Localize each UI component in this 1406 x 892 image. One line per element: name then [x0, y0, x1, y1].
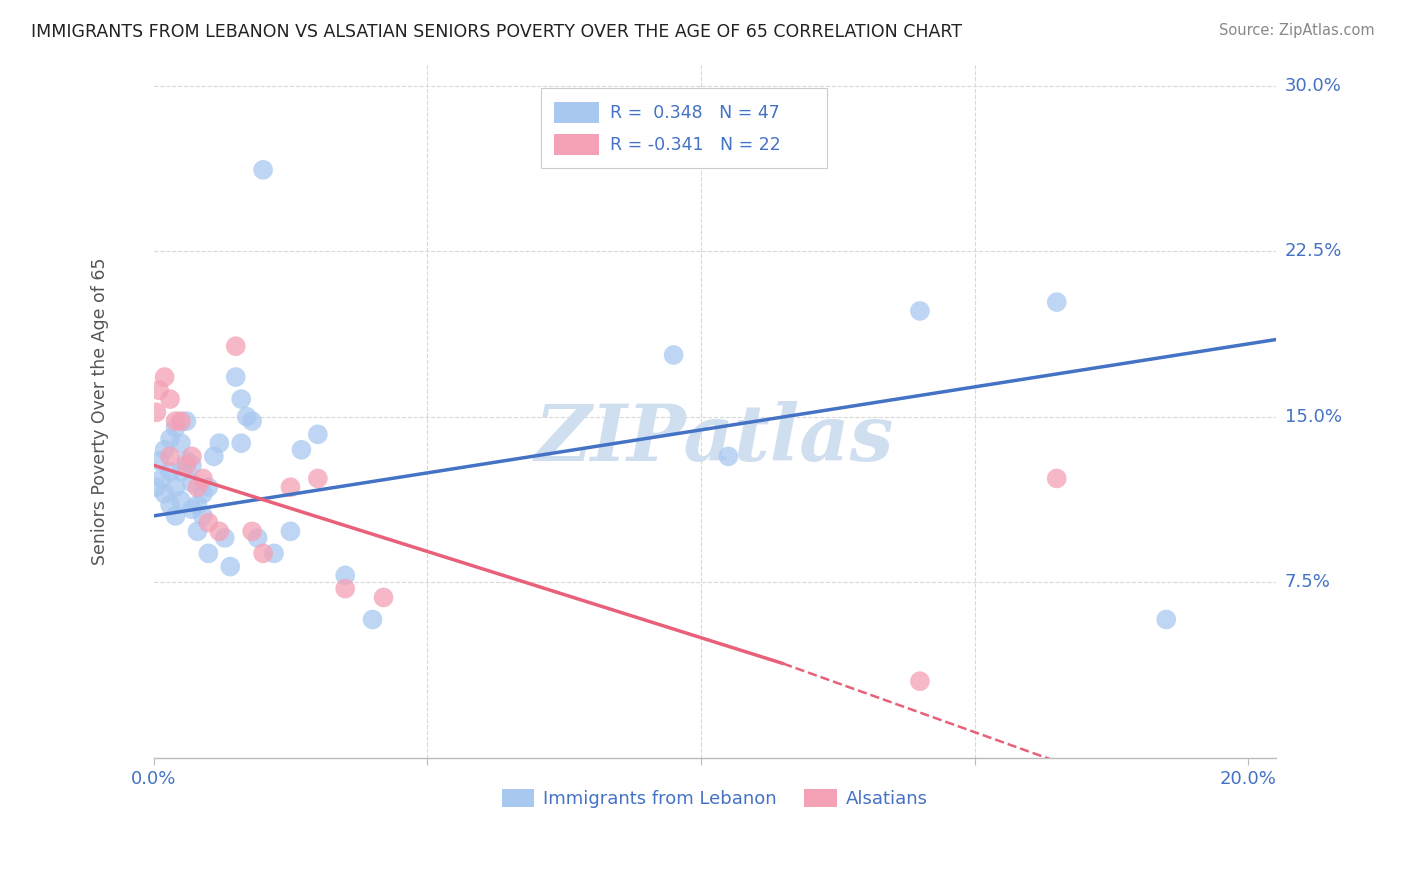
Point — [662, 348, 685, 362]
Point — [1046, 471, 1069, 485]
Point — [240, 524, 263, 539]
Point — [246, 531, 269, 545]
Point — [202, 450, 225, 464]
Point — [170, 493, 193, 508]
Point — [280, 480, 302, 494]
Point — [165, 508, 187, 523]
Point — [159, 465, 181, 479]
Point — [148, 454, 170, 468]
Point — [145, 405, 167, 419]
Point — [208, 436, 231, 450]
Text: Seniors Poverty Over the Age of 65: Seniors Poverty Over the Age of 65 — [91, 258, 108, 565]
Point — [191, 508, 214, 523]
Point — [186, 480, 208, 494]
Text: IMMIGRANTS FROM LEBANON VS ALSATIAN SENIORS POVERTY OVER THE AGE OF 65 CORRELATI: IMMIGRANTS FROM LEBANON VS ALSATIAN SENI… — [31, 23, 962, 41]
Point — [290, 442, 312, 457]
Text: R =  0.348   N = 47: R = 0.348 N = 47 — [610, 103, 780, 121]
Point — [150, 471, 173, 485]
Text: 30.0%: 30.0% — [1285, 77, 1341, 95]
Point — [717, 450, 740, 464]
Point — [252, 546, 274, 560]
Legend: Immigrants from Lebanon, Alsatians: Immigrants from Lebanon, Alsatians — [495, 781, 935, 815]
Point — [170, 465, 193, 479]
Point — [148, 384, 170, 398]
Point — [181, 458, 204, 473]
Point — [208, 524, 231, 539]
Point — [335, 582, 357, 596]
Text: Source: ZipAtlas.com: Source: ZipAtlas.com — [1219, 23, 1375, 38]
Point — [186, 498, 208, 512]
Point — [219, 559, 242, 574]
FancyBboxPatch shape — [554, 134, 599, 155]
Point — [1046, 295, 1069, 310]
Point — [225, 370, 247, 384]
Point — [1154, 612, 1177, 626]
Point — [225, 339, 247, 353]
Point — [280, 524, 302, 539]
Point — [252, 162, 274, 177]
Point — [181, 450, 204, 464]
Point — [159, 498, 181, 512]
Point — [176, 458, 198, 473]
Point — [145, 480, 167, 494]
Point — [908, 304, 931, 318]
Point — [170, 436, 193, 450]
Point — [231, 392, 253, 406]
Point — [186, 524, 208, 539]
Point — [197, 480, 219, 494]
Text: 7.5%: 7.5% — [1285, 573, 1330, 591]
Point — [191, 487, 214, 501]
Point — [153, 442, 176, 457]
FancyBboxPatch shape — [541, 88, 827, 169]
Point — [159, 392, 181, 406]
Point — [176, 414, 198, 428]
Point — [191, 471, 214, 485]
Point — [176, 454, 198, 468]
Text: 15.0%: 15.0% — [1285, 408, 1341, 425]
Point — [373, 591, 395, 605]
Text: R = -0.341   N = 22: R = -0.341 N = 22 — [610, 136, 782, 153]
Point — [214, 531, 236, 545]
Point — [908, 674, 931, 689]
Point — [197, 546, 219, 560]
Point — [181, 502, 204, 516]
Text: 22.5%: 22.5% — [1285, 243, 1343, 260]
Point — [361, 612, 384, 626]
Point — [197, 516, 219, 530]
Point — [235, 409, 257, 424]
Point — [165, 414, 187, 428]
Point — [307, 427, 329, 442]
Point — [181, 475, 204, 490]
Point — [170, 414, 193, 428]
Point — [231, 436, 253, 450]
Text: ZIPatlas: ZIPatlas — [534, 401, 894, 477]
Point — [263, 546, 285, 560]
Point — [153, 370, 176, 384]
Point — [159, 450, 181, 464]
FancyBboxPatch shape — [554, 103, 599, 123]
Point — [159, 432, 181, 446]
Point — [153, 487, 176, 501]
Point — [165, 421, 187, 435]
Point — [307, 471, 329, 485]
Point — [240, 414, 263, 428]
Point — [335, 568, 357, 582]
Point — [165, 480, 187, 494]
